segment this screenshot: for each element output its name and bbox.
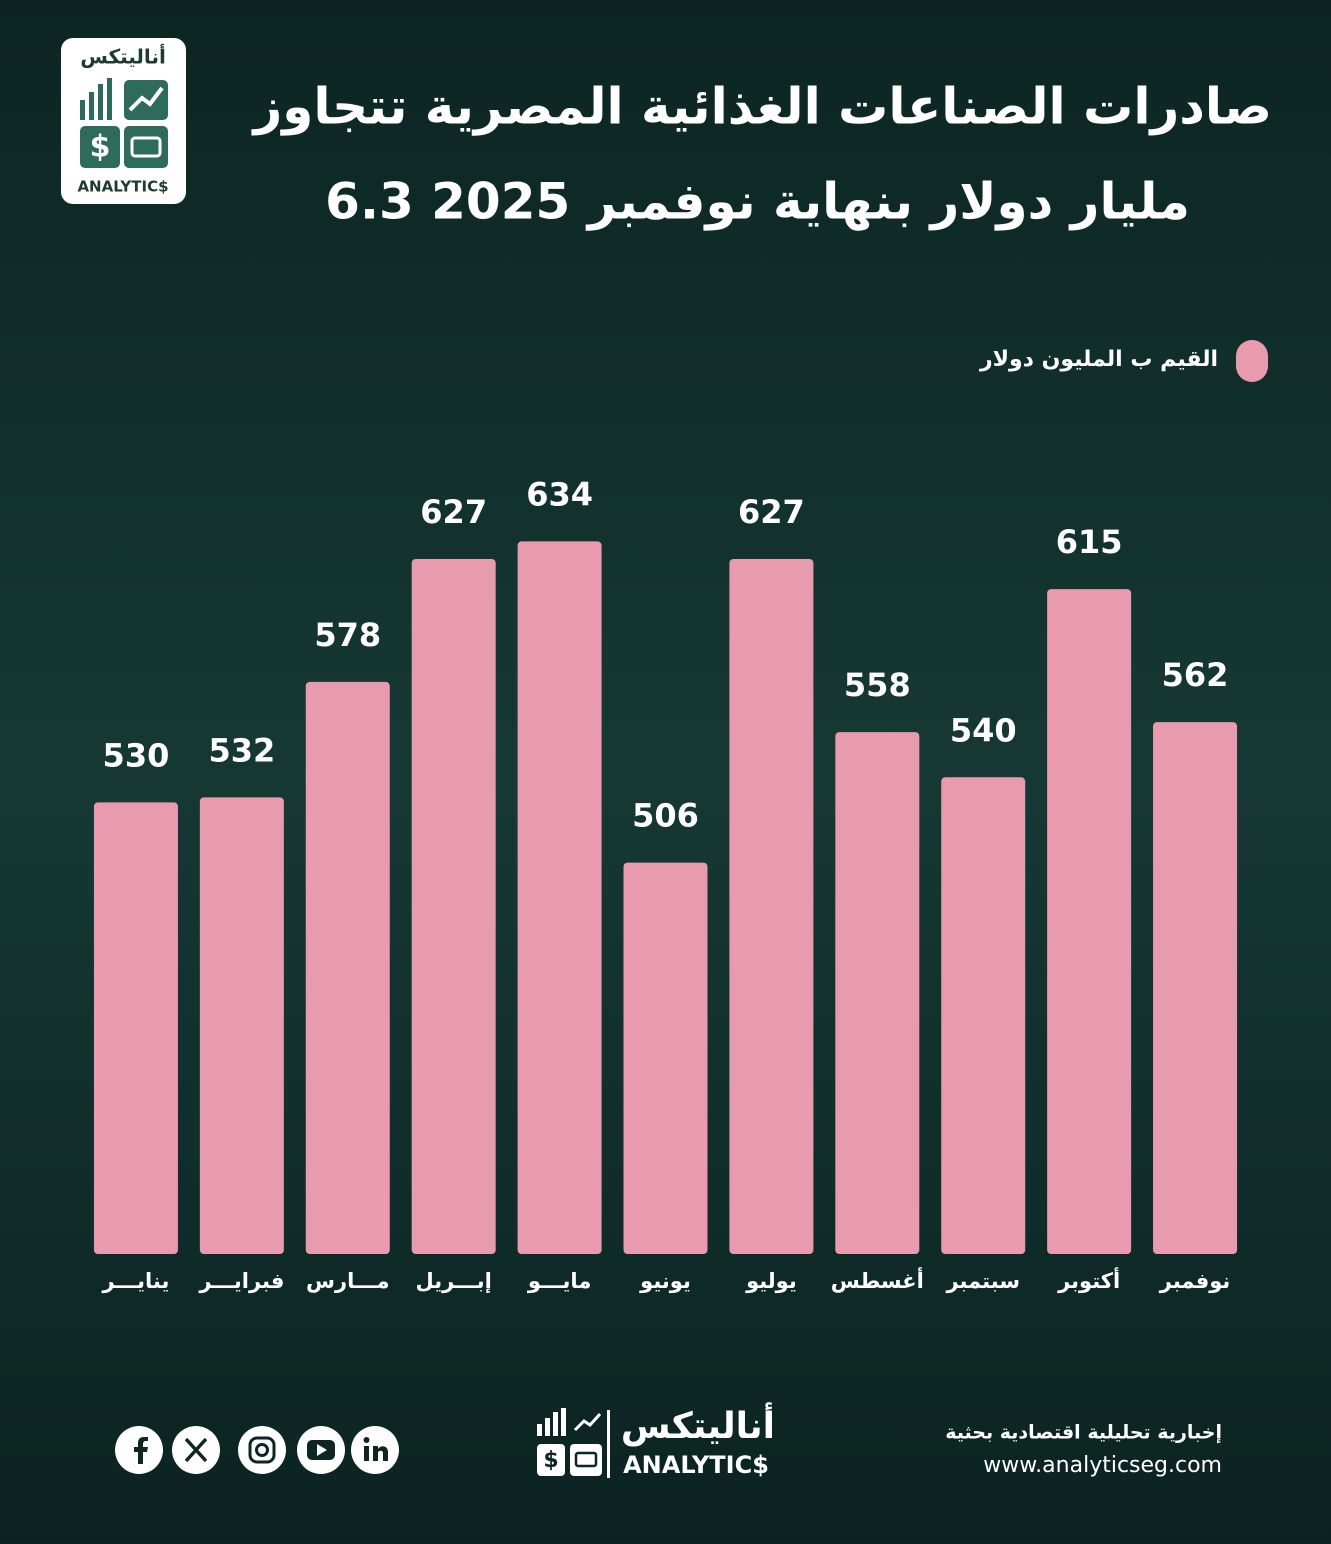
- value-label: 558: [844, 666, 911, 704]
- value-label: 562: [1162, 656, 1229, 694]
- bar: [199, 797, 284, 1254]
- chart-subtitle: 6.3 مليار دولار بنهاية نوفمبر 2025: [325, 173, 1190, 232]
- logo-name-ar: أناليتكس: [80, 43, 166, 69]
- bar: [305, 681, 390, 1254]
- footer-url: www.analyticseg.com: [983, 1453, 1222, 1478]
- value-label: 578: [314, 616, 381, 654]
- chart: القيم ب المليون دولار 530 ينايـــر 532 فبراي…: [93, 340, 1268, 1293]
- social-icons: [115, 1426, 399, 1474]
- svg-text:$: $: [90, 130, 111, 165]
- footer-name-ar: أناليتكس: [621, 1402, 775, 1447]
- footer-logo: $ أناليتكس ANALYTIC$: [537, 1402, 775, 1479]
- bar: [835, 732, 920, 1254]
- x-tick-label: يونيو: [639, 1269, 691, 1293]
- legend-marker: [1236, 340, 1268, 382]
- value-label: 506: [632, 797, 699, 835]
- x-tick-label: مـــارس: [306, 1269, 390, 1293]
- value-label: 540: [950, 711, 1017, 749]
- facebook-icon[interactable]: [115, 1426, 163, 1474]
- x-tick-label: ينايـــر: [102, 1269, 170, 1293]
- value-label: 627: [420, 493, 487, 531]
- value-label: 615: [1056, 523, 1123, 561]
- x-tick-label: مايـــو: [527, 1269, 591, 1293]
- x-tick-label: أغسطس: [831, 1266, 924, 1293]
- x-tick-label: سبتمبر: [945, 1269, 1020, 1293]
- x-tick-label: أكتوبر: [1057, 1266, 1120, 1293]
- bar: [93, 802, 178, 1254]
- x-icon[interactable]: [172, 1426, 220, 1474]
- bar: [729, 558, 814, 1254]
- bar: [517, 541, 602, 1254]
- bar: [1047, 589, 1132, 1254]
- youtube-icon[interactable]: [297, 1426, 345, 1474]
- instagram-icon[interactable]: [238, 1426, 286, 1474]
- footer-tagline: إخبارية تحليلية اقتصادية بحثية: [945, 1422, 1222, 1444]
- svg-text:$: $: [543, 1448, 558, 1473]
- linkedin-icon[interactable]: [351, 1426, 399, 1474]
- bar: [411, 558, 496, 1254]
- bar: [1153, 722, 1238, 1254]
- x-tick-label: إبـــريل: [416, 1269, 492, 1293]
- value-label: 634: [526, 475, 593, 513]
- x-tick-label: نوفمبر: [1159, 1269, 1231, 1293]
- value-label: 530: [103, 736, 170, 774]
- value-label: 532: [208, 731, 275, 769]
- top-logo: أناليتكس $ ANALYTIC$: [61, 38, 186, 204]
- chart-title: صادرات الصناعات الغذائية المصرية تتجاوز: [250, 78, 1272, 137]
- x-tick-label: فبرايـــر: [198, 1269, 284, 1293]
- value-label: 627: [738, 493, 805, 531]
- legend-label: القيم ب المليون دولار: [979, 347, 1218, 372]
- logo-name-en: ANALYTIC$: [77, 178, 168, 196]
- bar: [623, 862, 708, 1254]
- footer-name-en: ANALYTIC$: [623, 1451, 769, 1479]
- x-tick-label: يوليو: [745, 1269, 797, 1293]
- bar: [941, 777, 1026, 1254]
